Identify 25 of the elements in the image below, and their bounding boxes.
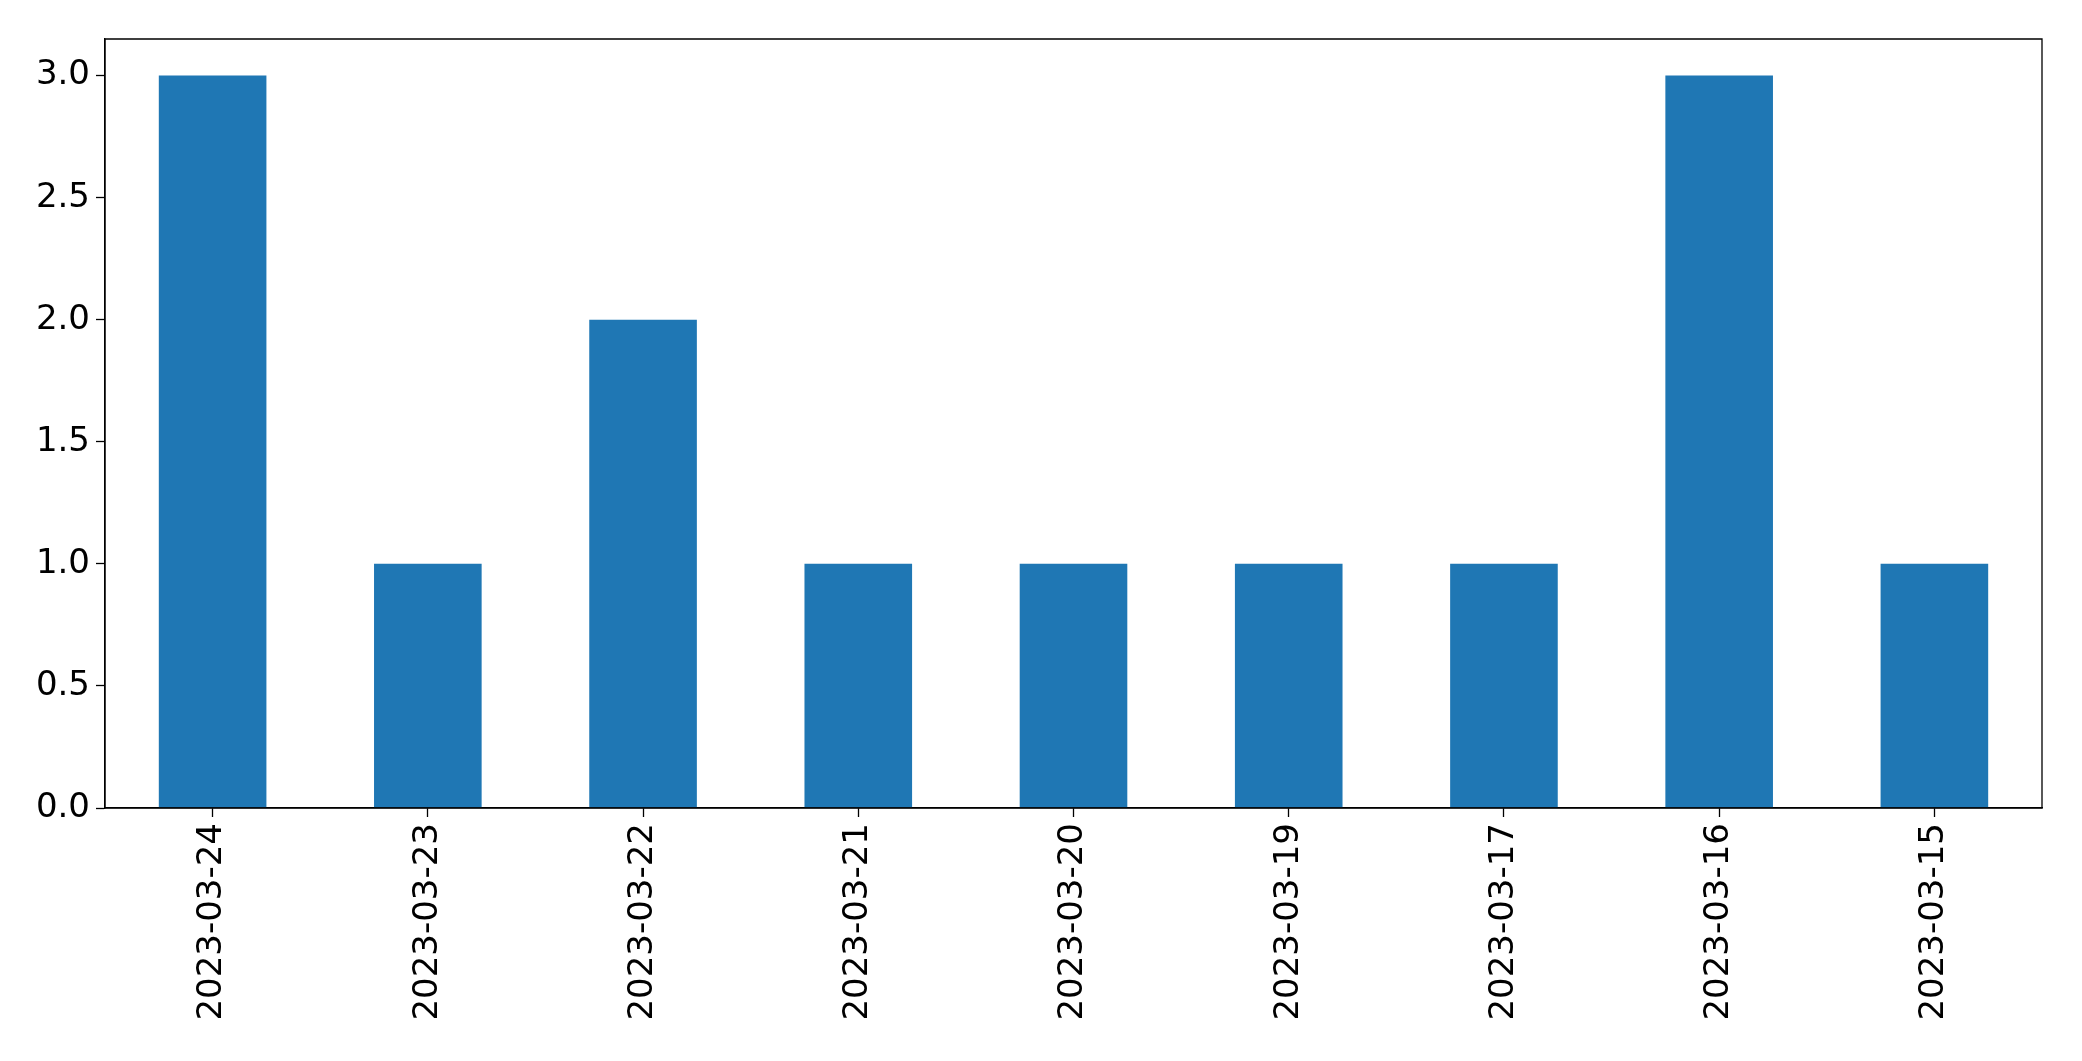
bar [1665,75,1773,808]
x-tick-label: 2023-03-22 [619,823,660,1021]
x-tick-label: 2023-03-19 [1265,823,1306,1021]
bar [804,563,913,808]
x-tick-label: 2023-03-15 [1911,823,1952,1021]
x-tick-label: 2023-03-24 [189,823,230,1021]
bar [374,563,482,808]
bar [1450,563,1558,808]
y-tick-label: 3.0 [35,52,90,93]
bar [1019,563,1128,808]
y-tick-label: 0.0 [35,784,90,825]
x-tick-label: 2023-03-23 [404,823,445,1021]
x-tick-label: 2023-03-20 [1050,823,1091,1021]
y-tick-label: 0.5 [35,662,90,703]
bar [589,319,697,808]
x-tick-label: 2023-03-17 [1480,823,1521,1021]
y-tick-label: 2.5 [35,174,90,215]
bar [158,75,267,808]
bar [1880,563,1989,808]
y-tick-label: 1.5 [35,418,90,459]
x-tick-label: 2023-03-16 [1695,823,1736,1021]
bar [1234,563,1343,808]
y-tick-label: 2.0 [35,296,90,337]
x-tick-label: 2023-03-21 [835,823,876,1021]
y-tick-label: 1.0 [35,540,90,581]
